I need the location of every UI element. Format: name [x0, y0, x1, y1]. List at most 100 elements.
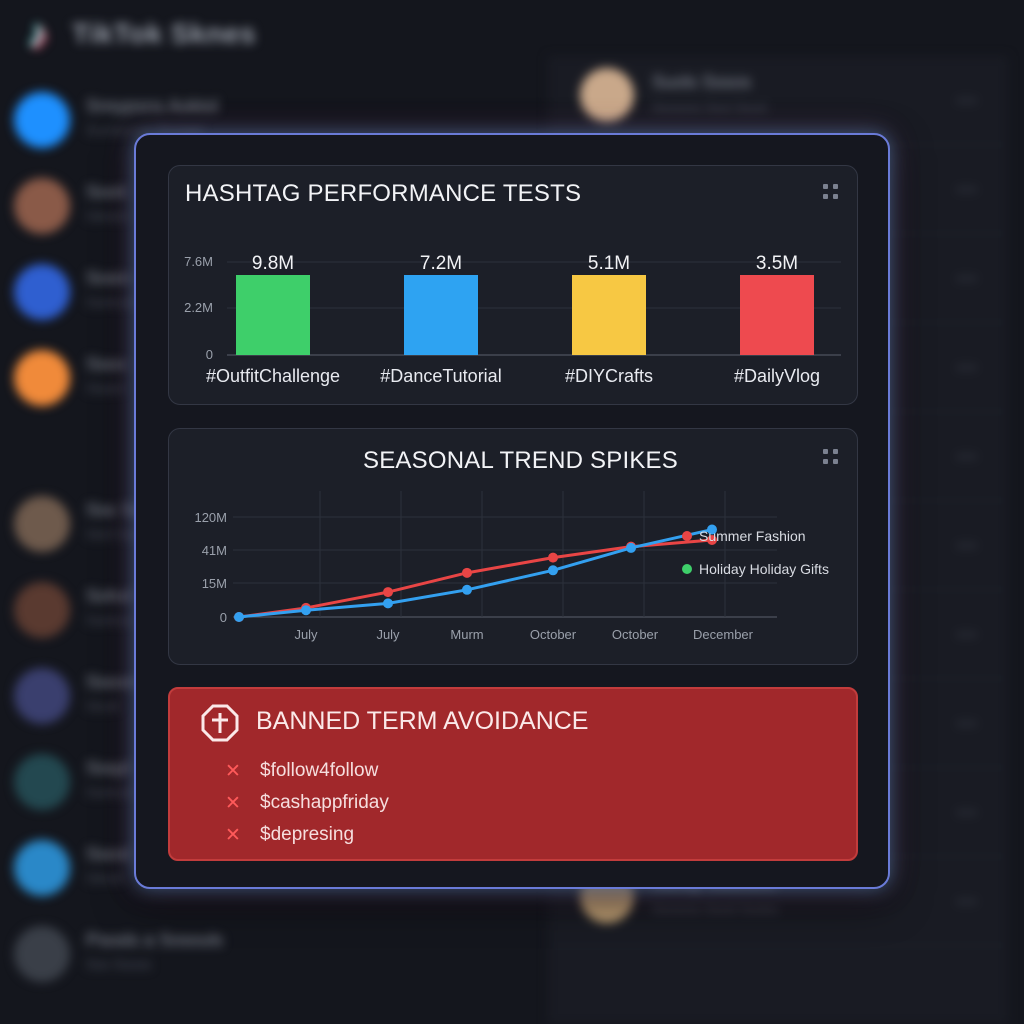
data-point	[301, 605, 311, 616]
seasonal-line-chart: 0 15M 41M 120M July July Murm October October Dec…	[194, 491, 829, 642]
hashtag-panel-title: HASHTAG PERFORMANCE TESTS	[185, 180, 582, 207]
bar-value-label: 7.2M	[420, 253, 462, 274]
shield-warning-icon	[201, 704, 239, 742]
list-item-subtitle: Sss Ssoss	[86, 956, 152, 972]
hashtag-bar-chart: 0 2.2M 7.6M 9.8M #OutfitChallenge 7.2M #DanceT…	[184, 253, 841, 386]
bar-value-label: 9.8M	[252, 253, 294, 274]
x-tick-label: October	[612, 627, 659, 642]
list-item[interactable]: Ssspl Sumool	[0, 740, 500, 826]
legend-label: Summer Fashion	[699, 528, 806, 544]
more-icon[interactable]: •••	[957, 448, 978, 464]
list-item-subtitle: Sumool	[86, 784, 134, 800]
list-item-subtitle: Sumosli	[86, 294, 136, 310]
avatar	[14, 178, 70, 234]
x-tick-label: #DailyVlog	[734, 366, 820, 386]
analytics-card: HASHTAG PERFORMANCE TESTS 0 2.2M 7.6M 9.8M #…	[134, 133, 890, 889]
banned-term-list: ✕ $follow4follow ✕ $cashappfriday ✕ $dep…	[224, 755, 389, 851]
y-tick-label: 41M	[202, 543, 227, 558]
x-tick-label: July	[376, 627, 400, 642]
avatar	[14, 582, 70, 638]
series-line	[238, 528, 713, 619]
data-point	[383, 587, 393, 598]
banned-term: $follow4follow	[260, 760, 379, 781]
list-item-subtitle: Sicil Sse	[86, 526, 140, 542]
right-list-item[interactable]: Suols Sssos Ssosoos Sooi Ssosl •••	[548, 56, 1008, 145]
list-item: ✕ $depresing	[224, 819, 389, 851]
y-tick-label: 0	[220, 610, 227, 625]
bar	[740, 275, 814, 355]
list-item-name: Snsypsns Aoktol	[86, 96, 219, 116]
avatar	[14, 264, 70, 320]
y-tick-label: 0	[206, 347, 213, 362]
list-item[interactable]: Sosin Sumosli	[0, 250, 500, 336]
app-header: ♪ ♪ ♪ TikTok Sknes	[24, 11, 256, 58]
seasonal-trend-panel: SEASONAL TREND SPIKES 0 15M 41M 120M July Jul…	[168, 428, 858, 665]
banned-term: $depresing	[260, 824, 355, 845]
x-tick-label: #DanceTutorial	[380, 366, 501, 386]
avatar	[14, 668, 70, 724]
list-item: ✕ $follow4follow	[224, 755, 389, 787]
data-point	[707, 524, 717, 535]
list-item-subtitle: Sumosi	[86, 612, 133, 628]
avatar	[14, 840, 70, 896]
more-icon[interactable]: •••	[957, 804, 978, 820]
data-point	[383, 598, 393, 609]
more-icon[interactable]: •••	[957, 537, 978, 553]
list-item-subtitle: Sicoli	[86, 698, 120, 714]
app-title: TikTok Sknes	[72, 18, 256, 49]
drag-handle-icon[interactable]	[823, 184, 839, 200]
tiktok-logo-icon: ♪ ♪ ♪	[26, 11, 50, 58]
list-item-subtitle: Siinold	[86, 208, 129, 224]
y-tick-label: 2.2M	[184, 300, 213, 315]
x-tick-label: July	[294, 627, 318, 642]
more-icon[interactable]: •••	[957, 893, 978, 909]
more-icon[interactable]: •••	[957, 626, 978, 642]
y-tick-label: 120M	[194, 510, 227, 525]
legend-swatch	[682, 564, 692, 574]
list-item-subtitle: Siueol	[86, 380, 125, 396]
list-item[interactable]: Snsypsns Aoktol Sursbnnos Scosgn	[0, 78, 500, 164]
avatar	[14, 496, 70, 552]
list-item[interactable]: Sss Ssl Sicil Sse	[0, 482, 500, 568]
list-item[interactable]: Ssoon Sicoli	[0, 654, 500, 740]
conversation-list: Snsypsns Aoktol Sursbnnos Scosgn Sooti Siin…	[0, 78, 500, 998]
bar	[572, 275, 646, 355]
list-item[interactable]: Ssosl Siinoll	[0, 826, 500, 912]
y-tick-label: 15M	[202, 576, 227, 591]
more-icon[interactable]: •••	[957, 359, 978, 375]
hashtag-performance-panel: HASHTAG PERFORMANCE TESTS 0 2.2M 7.6M 9.8M #…	[168, 165, 858, 405]
data-point	[548, 565, 558, 576]
more-icon[interactable]: •••	[957, 92, 978, 108]
bar-value-label: 3.5M	[756, 253, 798, 274]
close-icon: ✕	[225, 760, 241, 782]
banned-term: $cashappfriday	[260, 792, 389, 813]
close-icon: ✕	[225, 824, 241, 846]
avatar	[14, 92, 70, 148]
banned-term-panel: BANNED TERM AVOIDANCE ✕ $follow4follow ✕…	[168, 687, 858, 861]
avatar	[14, 350, 70, 406]
avatar	[14, 926, 70, 982]
list-item[interactable]: Sooti Siinold	[0, 164, 500, 250]
x-tick-label: December	[693, 627, 754, 642]
list-item[interactable]: Psosls a Sosouls Sss Ssoss	[0, 912, 500, 998]
x-tick-label: #OutfitChallenge	[206, 366, 340, 386]
more-icon[interactable]: •••	[957, 270, 978, 286]
bar-value-label: 5.1M	[588, 253, 630, 274]
list-item[interactable]: Sohol Sumosi	[0, 568, 500, 654]
list-item-name: Ssoo	[86, 354, 128, 374]
list-item-name: Ssspl	[86, 758, 131, 778]
list-item[interactable]: Ssoo Siueol	[0, 336, 500, 422]
more-icon[interactable]: •••	[957, 181, 978, 197]
list-item-name: Sosin	[86, 268, 132, 288]
x-tick-label: #DIYCrafts	[565, 366, 653, 386]
banned-panel-title: BANNED TERM AVOIDANCE	[256, 707, 589, 735]
data-point	[626, 542, 636, 553]
list-item-name: Psosls a Sosouls	[86, 930, 224, 950]
drag-handle-icon[interactable]	[823, 449, 839, 465]
data-point	[462, 584, 472, 595]
legend-label: Holiday Holiday Gifts	[699, 561, 829, 577]
list-item-name: Sooti	[86, 182, 128, 202]
legend-swatch	[682, 531, 692, 541]
y-tick-label: 7.6M	[184, 254, 213, 269]
more-icon[interactable]: •••	[957, 715, 978, 731]
